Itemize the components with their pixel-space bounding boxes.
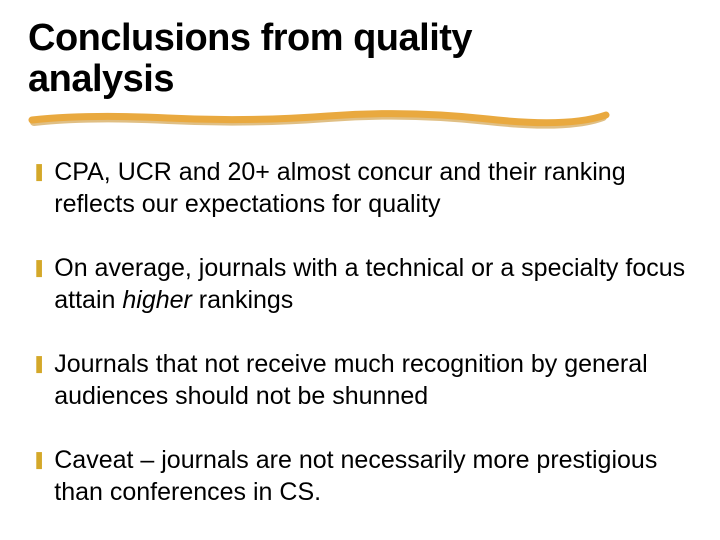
bullet-glyph-icon: ❚ [32,348,46,375]
bullet-text: CPA, UCR and 20+ almost concur and their… [54,156,692,220]
bullet-text-run: CPA, UCR and 20+ almost concur and their… [54,158,625,218]
bullet-list: ❚ CPA, UCR and 20+ almost concur and thei… [28,156,692,508]
slide-title: Conclusions from quality analysis [28,18,692,100]
bullet-glyph-icon: ❚ [32,252,46,279]
bullet-glyph-icon: ❚ [32,444,46,471]
bullet-text-run: Journals that not receive much recogniti… [54,350,647,410]
bullet-item: ❚ Journals that not receive much recognit… [32,348,692,412]
bullet-text: On average, journals with a technical or… [54,252,692,316]
slide: Conclusions from quality analysis ❚ CPA, … [0,0,720,540]
bullet-glyph-icon: ❚ [32,156,46,183]
bullet-item: ❚ CPA, UCR and 20+ almost concur and thei… [32,156,692,220]
bullet-item: ❚ On average, journals with a technical o… [32,252,692,316]
bullet-text-italic: higher [122,286,192,314]
bullet-item: ❚ Caveat – journals are not necessarily m… [32,444,692,508]
title-underline [28,108,692,138]
title-line-2: analysis [28,58,174,100]
bullet-text: Journals that not receive much recogniti… [54,348,692,412]
bullet-text-run: Caveat – journals are not necessarily mo… [54,446,657,506]
bullet-text: Caveat – journals are not necessarily mo… [54,444,692,508]
bullet-text-run: rankings [192,286,293,314]
title-line-1: Conclusions from quality [28,17,472,59]
